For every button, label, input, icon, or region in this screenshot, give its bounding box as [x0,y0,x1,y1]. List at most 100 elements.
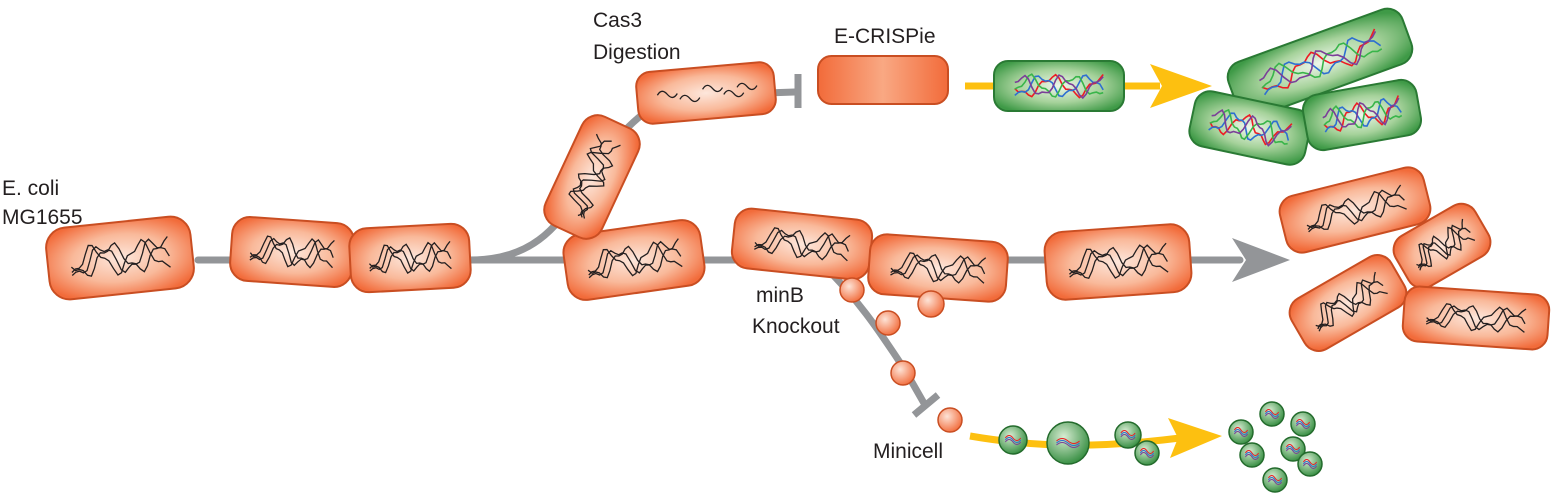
minicell-green-2 [1046,421,1090,465]
minicell-green-1-plasmid [1004,435,1022,441]
ecrispie-cell [817,55,949,105]
output-minicell-6-plasmid [1302,459,1318,465]
output-minicell-4-plasmid [1244,454,1260,460]
minicell-yellow-arrowhead [1168,418,1222,458]
minb-inhibition-bar [911,392,941,418]
minicell-green-2-plasmid [1056,438,1080,444]
population-cell-1-dna-strand [1306,184,1402,230]
output-minicell-4-plasmid [1244,452,1260,458]
ecrispie-green-cell-plasmid-strand [1014,74,1104,98]
population-cell-3-dna-strand [1317,281,1388,330]
labels-layer: E. coli MG1655 Cas3 Digestion E-CRISPie … [2,9,943,463]
dividing-cell-b-left-dna-strand [754,229,851,261]
main-arrowhead [1232,238,1290,282]
dividing-cell-right-dna-strand [368,240,451,274]
population-cell-2 [1392,202,1492,290]
daughter-cell-a-dna-strand [588,241,683,277]
cas3-rising-cell-body [543,114,641,240]
ecrispie-green-cell-plasmid-strand [1014,73,1104,98]
ecrispie-green-cell-plasmid-strand [1014,74,1104,100]
ecrispie-yellow-arrowhead [1150,64,1212,108]
output-minicell-5-plasmid [1285,448,1301,454]
offspring-cell-dna-strand [1068,244,1169,279]
ecrispie-green-cell-body [993,60,1125,112]
dividing-cell-b-left-body [730,207,874,281]
minicell-orange-1 [839,277,865,303]
dividing-cell-right [348,222,472,294]
dividing-cell-left [229,216,355,288]
minicell-green-4-plasmid [1139,450,1155,456]
ecoli-parent-cell-dna-strand [70,236,168,277]
cas3-rising-cell [543,114,641,240]
population-cell-4-dna-strand [1426,303,1525,333]
daughter-cell-a [562,219,706,301]
output-minicell-1-plasmid [1233,429,1249,435]
output-minicell-7-plasmid [1267,477,1283,483]
output-minicell-1-plasmid [1233,431,1249,437]
dividing-cell-b-left-dna-strand [753,229,849,258]
dividing-cell-left-dna-strand [249,237,335,269]
population-cell-3-dna-strand [1315,271,1376,328]
output-minicell-2-plasmid [1264,409,1280,415]
green-cell-1-plasmid-strand [1261,42,1383,89]
green-cell-2 [1188,90,1312,166]
output-minicell-3-plasmid [1295,419,1311,425]
strain-label-line2: MG1655 [2,206,83,229]
population-cell-2-dna-strand [1419,224,1471,271]
green-cell-3-plasmid-strand [1324,97,1402,133]
minicell-green-3-plasmid [1120,434,1136,440]
population-cell-3-body [1288,254,1408,352]
cas3-digested-cell-dna-fragment [656,90,678,99]
population-cell-4-body [1401,285,1551,351]
strain-label-line1: E. coli [2,177,59,200]
cas3-rising-cell-dna-strand [568,144,621,218]
minicell-green-3 [1114,421,1142,449]
dividing-cell-b-right-dna-strand [890,252,985,284]
population-cell-2-dna-strand [1418,226,1476,269]
daughter-cell-a-dna-strand [587,238,679,279]
minicell-label: Minicell [873,440,943,463]
output-minicell-4 [1239,442,1265,468]
offspring-cell-body [1043,223,1193,301]
offspring-cell [1043,223,1193,301]
cas3-digested-cell-dna-fragment [723,89,745,98]
daughter-cell-a-body [562,219,706,301]
output-minicell-7 [1262,467,1288,493]
dividing-cell-b-left-dna-strand [754,227,848,262]
cas3-digested-cell-dna-fragment [702,84,724,93]
minicell-green-4-plasmid [1139,448,1155,454]
minicell-green-2-plasmid [1056,442,1080,448]
minicell-green-1-plasmid [1004,439,1022,445]
green-cell-1-plasmid-strand [1261,28,1376,91]
green-cell-3-plasmid-strand [1323,95,1400,132]
dividing-cell-right-dna-strand [369,241,452,274]
output-minicell-2 [1259,401,1285,427]
dividing-cell-left-dna-strand [249,235,333,269]
green-cell-2-plasmid-strand [1209,113,1293,146]
green-cell-2-plasmid-strand [1209,108,1288,145]
output-minicell-1 [1228,419,1254,445]
minicell-orange-3 [875,310,901,336]
output-minicell-2-plasmid [1264,413,1280,419]
dividing-cell-right-body [348,222,472,294]
dividing-cell-b-right-dna-strand [890,254,986,282]
population-cell-4-dna-strand [1425,305,1526,331]
minicell-orange-2 [917,290,945,318]
minicell-orange-5-body [937,407,963,433]
green-cell-1-body [1226,7,1414,119]
output-minicell-7-plasmid [1267,479,1283,485]
green-cell-3-plasmid-strand [1323,100,1403,129]
minb-label-line1: minB [756,284,804,307]
minicell-green-4-plasmid [1139,452,1155,458]
cas3-rising-cell-dna-strand [572,140,612,219]
minicell-orange-1-body [839,277,865,303]
dividing-cell-left-body [229,216,355,288]
population-cell-3 [1288,254,1408,352]
ecrispie-cell-body [817,55,949,105]
ecrispie-green-cell-plasmid-strand [1014,73,1104,99]
dividing-cell-right-dna-strand [369,241,452,272]
cas3-digested-cell-body [635,61,777,125]
cas3-label-line1: Cas3 [593,9,642,32]
